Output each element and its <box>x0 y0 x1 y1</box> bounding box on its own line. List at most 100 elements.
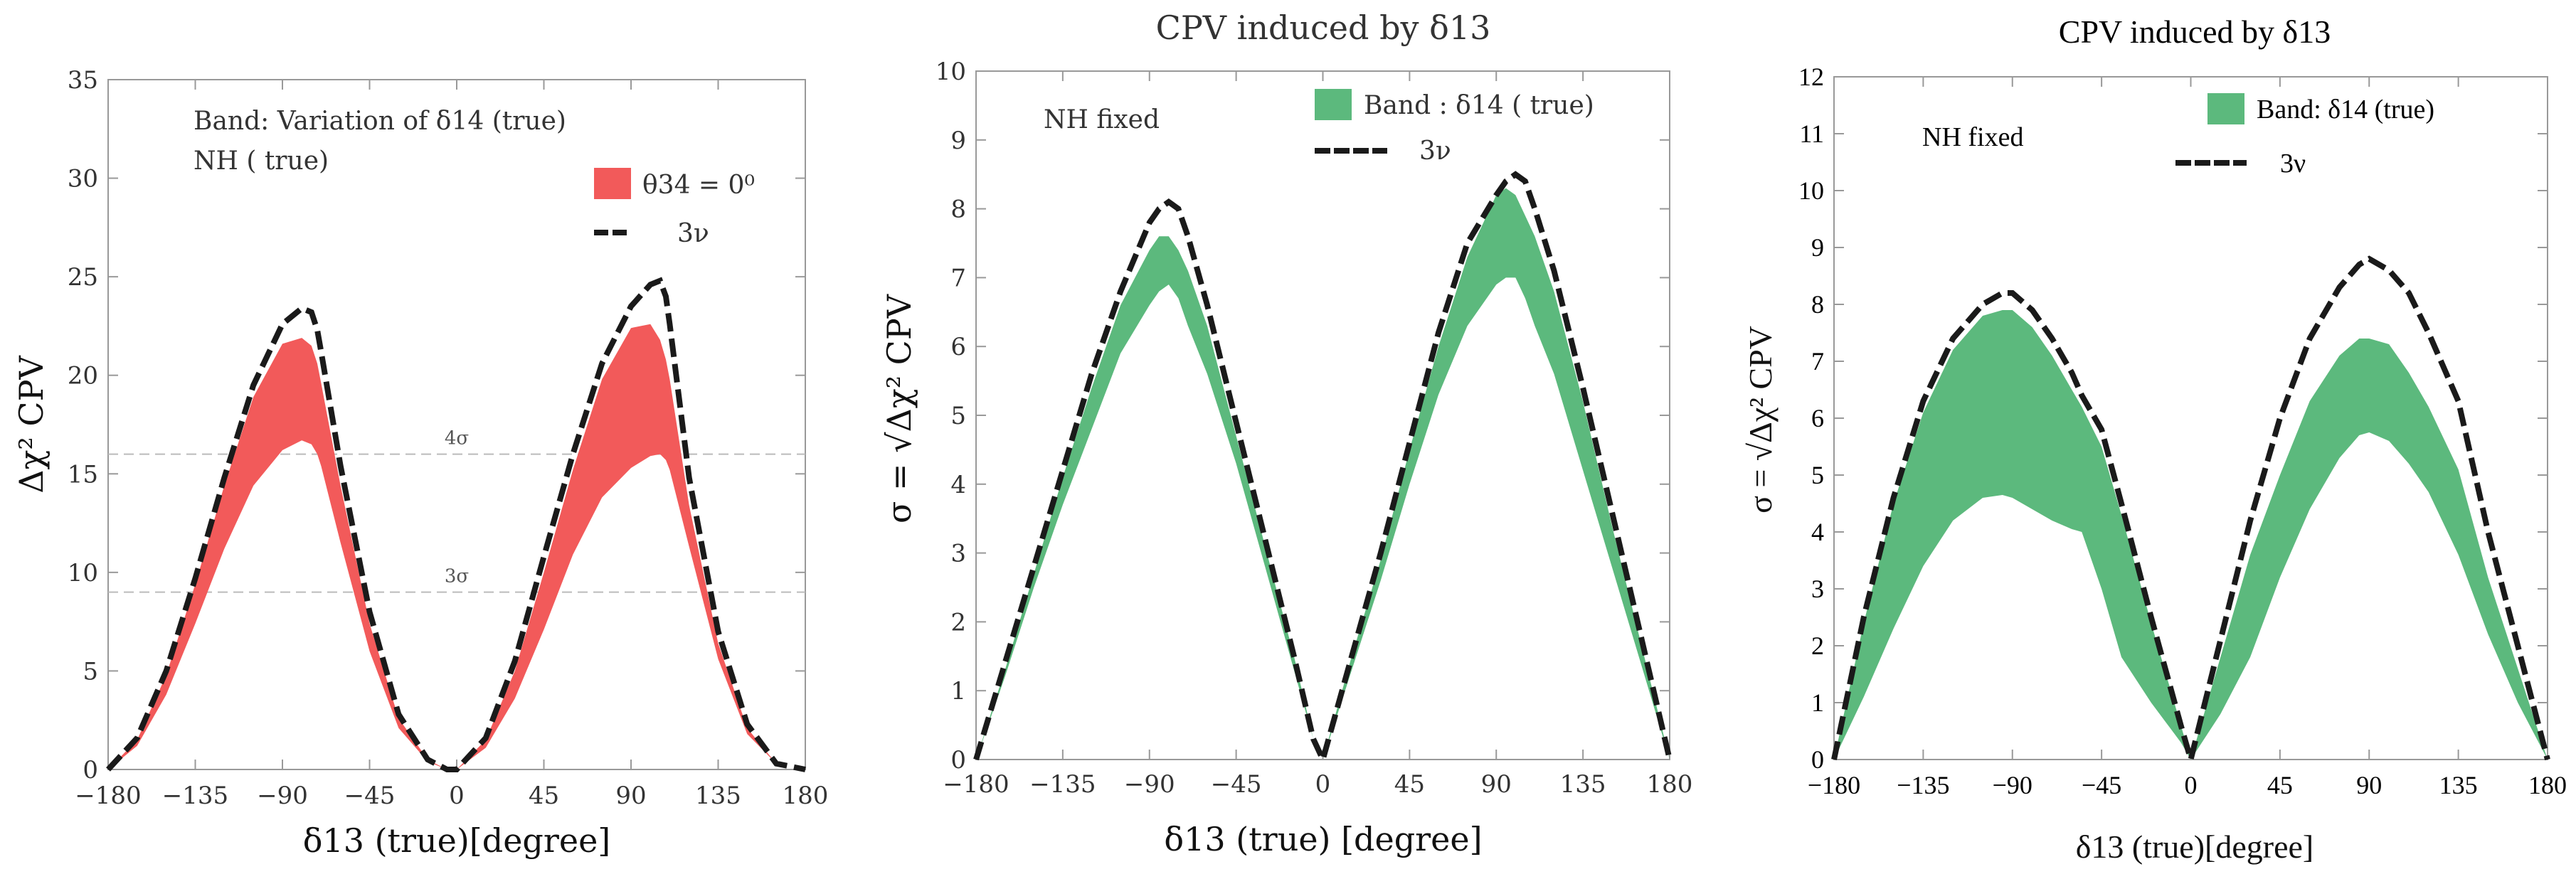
p1-x-tick-label-4: 0 <box>449 782 465 810</box>
p3-y-tick-label-6: 6 <box>1811 404 1824 432</box>
p3-y-tick-label-5: 5 <box>1811 461 1824 489</box>
panel-2-legend-band-label: Band : δ14 ( true) <box>1364 91 1594 120</box>
p3-y-tick-label-12: 12 <box>1798 63 1824 91</box>
p3-y-tick-label-1: 1 <box>1811 688 1824 717</box>
panel-2-legend-3nu-label: 3ν <box>1419 137 1451 166</box>
p3-x-tick-label-2: −90 <box>1993 771 2032 799</box>
panel-3-annotation-nh: NH fixed <box>1922 122 2023 152</box>
panel-3-legend-3nu-label: 3ν <box>2280 149 2306 179</box>
p2-y-tick-label-10: 10 <box>935 58 966 86</box>
p2-y-tick-label-5: 5 <box>950 402 966 430</box>
p3-x-tick-label-7: 135 <box>2439 771 2478 799</box>
panel-2-3nu-curve <box>973 171 1673 768</box>
panel-2-legend-band-swatch <box>1315 89 1352 120</box>
p3-x-tick-label-3: −45 <box>2082 771 2121 799</box>
panel-3-y-axis-label: σ = √Δχ² CPV <box>1742 326 1779 513</box>
p3-x-tick-label-6: 90 <box>2356 771 2382 799</box>
panel-1-y-tick-labels: 0 5 10 15 20 25 30 35 <box>68 66 98 784</box>
panel-1-y-axis-label: Δχ² CPV <box>12 355 51 493</box>
panel-2-x-tick-labels: −180 −135 −90 −45 0 45 90 135 180 <box>943 770 1692 799</box>
p2-y-tick-label-4: 4 <box>950 471 966 499</box>
panel-1-legend-band-swatch <box>594 168 631 199</box>
p3-x-tick-label-4: 0 <box>2185 771 2198 799</box>
p1-x-tick-label-2: −90 <box>257 782 308 810</box>
p2-y-tick-label-0: 0 <box>950 746 966 774</box>
panel-2-ticks <box>975 70 1670 760</box>
p3-y-tick-label-4: 4 <box>1811 518 1824 546</box>
panel-1-band <box>108 324 805 769</box>
panel-3-band <box>1834 310 2548 760</box>
p1-x-tick-label-6: 90 <box>615 782 646 810</box>
p3-x-tick-label-8: 180 <box>2528 771 2567 799</box>
p2-x-tick-label-5: 45 <box>1394 770 1425 799</box>
p1-y-tick-label-6: 30 <box>68 165 98 193</box>
panel-2-annotation-nh: NH fixed <box>1044 105 1160 134</box>
p3-y-tick-label-8: 8 <box>1811 290 1824 319</box>
p3-x-tick-label-0: −180 <box>1808 771 1860 799</box>
panel-2-x-axis-label: δ13 (true) [degree] <box>1164 820 1482 858</box>
p2-y-tick-label-2: 2 <box>950 608 966 636</box>
panel-3-ticks <box>1833 76 2548 760</box>
p3-y-tick-label-2: 2 <box>1811 632 1824 660</box>
p2-x-tick-label-2: −90 <box>1124 770 1175 799</box>
panel-1-annotation-nh: NH ( true) <box>194 146 329 176</box>
p2-x-tick-label-7: 135 <box>1560 770 1606 799</box>
p3-x-tick-label-5: 45 <box>2267 771 2293 799</box>
p3-x-tick-label-1: −135 <box>1897 771 1949 799</box>
panel-1-annotation-band: Band: Variation of δ14 (true) <box>194 107 566 136</box>
p2-y-tick-label-7: 7 <box>950 264 966 292</box>
p3-y-tick-label-10: 10 <box>1798 176 1824 205</box>
p3-y-tick-label-9: 9 <box>1811 233 1824 262</box>
p1-x-tick-label-0: −180 <box>75 782 141 810</box>
panel-1-frame <box>107 79 806 770</box>
panel-3-x-tick-labels: −180 −135 −90 −45 0 45 90 135 180 <box>1808 771 2567 799</box>
p3-y-tick-label-3: 3 <box>1811 575 1824 603</box>
p1-x-tick-label-3: −45 <box>344 782 396 810</box>
p2-x-tick-label-0: −180 <box>943 770 1009 799</box>
panel-1-x-axis-label: δ13 (true)[degree] <box>303 821 611 860</box>
panel-2-y-tick-labels: 0 1 2 3 4 5 6 7 8 9 10 <box>935 58 966 774</box>
p2-y-tick-label-6: 6 <box>950 333 966 361</box>
p2-x-tick-label-3: −45 <box>1211 770 1262 799</box>
p1-y-tick-label-2: 10 <box>68 559 98 587</box>
panel-1-legend-band-label: θ34 = 0⁰ <box>642 171 755 200</box>
p2-x-tick-label-6: 90 <box>1481 770 1512 799</box>
panel-1-x-tick-labels: −180 −135 −90 −45 0 45 90 135 180 <box>75 782 828 810</box>
panel-2-title: CPV induced by δ13 <box>1156 9 1491 47</box>
p1-y-tick-label-5: 25 <box>68 263 98 292</box>
p1-y-tick-label-7: 35 <box>68 66 98 95</box>
p1-y-tick-label-0: 0 <box>83 756 98 784</box>
p2-y-tick-label-3: 3 <box>950 540 966 568</box>
panel-1-legend-3nu-label: 3ν <box>677 219 709 248</box>
p2-x-tick-label-8: 180 <box>1647 770 1693 799</box>
p1-x-tick-label-1: −135 <box>162 782 228 810</box>
p1-y-tick-label-1: 5 <box>83 657 98 686</box>
p1-x-tick-label-5: 45 <box>529 782 559 810</box>
panel-1: −180 −135 −90 −45 0 45 90 135 180 0 5 10 15 20 25 30 35… <box>12 66 828 860</box>
panel-2-y-axis-label: σ = √Δχ² CPV <box>880 294 918 523</box>
panel-3-x-axis-label: δ13 (true)[degree] <box>2076 829 2314 865</box>
panel-3-3nu-curve <box>1831 255 2550 771</box>
p1-y-tick-label-4: 20 <box>68 362 98 390</box>
panel-3: −180 −135 −90 −45 0 45 90 135 180 01234567891011… <box>1742 14 2567 865</box>
panel-1-sigma-lines <box>108 453 805 593</box>
panel-1-3sigma-label: 3σ <box>445 566 469 587</box>
p2-y-tick-label-1: 1 <box>950 677 966 705</box>
p2-y-tick-label-8: 8 <box>950 196 966 224</box>
p2-y-tick-label-9: 9 <box>950 127 966 155</box>
p3-y-tick-label-7: 7 <box>1811 347 1824 375</box>
panel-3-title: CPV induced by δ13 <box>2059 14 2331 50</box>
p1-x-tick-label-8: 180 <box>783 782 829 810</box>
p3-y-tick-label-0: 0 <box>1811 745 1824 774</box>
p1-x-tick-label-7: 135 <box>695 782 741 810</box>
p2-x-tick-label-1: −135 <box>1029 770 1096 799</box>
panel-1-4sigma-label: 4σ <box>445 428 469 449</box>
panel-1-3nu-curve <box>106 277 806 772</box>
panel-3-legend-band-swatch <box>2207 93 2244 124</box>
p2-x-tick-label-4: 0 <box>1315 770 1331 799</box>
p3-y-tick-label-11: 11 <box>1799 119 1824 148</box>
p1-y-tick-label-3: 15 <box>68 460 98 489</box>
